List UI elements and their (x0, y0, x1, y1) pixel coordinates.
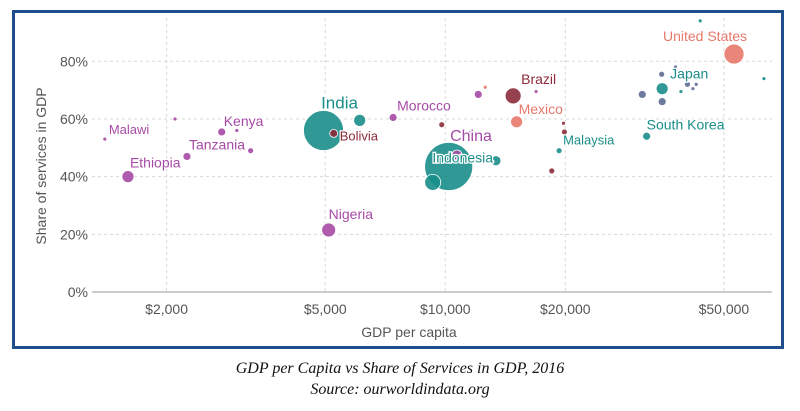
data-point (321, 222, 337, 238)
data-point (533, 89, 539, 94)
data-point (510, 115, 524, 129)
data-point (673, 64, 678, 70)
y-axis-label: Share of services in GDP (33, 87, 49, 244)
point-labels: Malawi Ethiopia Tanzania Kenya India Bolivia N… (108, 27, 749, 223)
data-point (693, 81, 699, 87)
data-point (690, 86, 696, 92)
data-point (424, 173, 442, 191)
point-label: Kenya (224, 113, 264, 129)
point-label: Bolivia (340, 128, 379, 143)
point-label: Brazil (521, 71, 556, 87)
point-label: United States (663, 28, 747, 44)
data-point (247, 147, 255, 155)
point-label: Morocco (397, 98, 451, 114)
point-label: China (450, 128, 492, 145)
point-label: Nigeria (329, 206, 374, 222)
data-point (353, 113, 367, 127)
point-label: Malawi (109, 122, 150, 137)
data-point (388, 113, 398, 122)
x-tick-label: $20,000 (540, 301, 591, 317)
data-point (504, 87, 522, 105)
data-point (642, 131, 652, 141)
y-tick-label: 20% (60, 226, 88, 242)
data-point (655, 82, 669, 96)
data-points (102, 18, 767, 238)
point-label: Japan (670, 66, 708, 82)
data-point (548, 167, 556, 175)
chart-caption-title: GDP per Capita vs Share of Services in G… (235, 360, 565, 377)
data-point (438, 121, 446, 129)
y-tick-label: 0% (68, 284, 88, 300)
data-point (473, 90, 483, 99)
scatter-chart: 0% 20% 40% 60% 80% $2,000 $5,000 $10,000 $20,000… (33, 18, 772, 340)
data-point (182, 152, 192, 161)
data-point (555, 147, 563, 155)
y-tick-label: 80% (60, 53, 88, 69)
y-tick-label: 40% (60, 169, 88, 185)
data-point (121, 170, 135, 184)
point-label: Malaysia (563, 133, 615, 148)
data-point (678, 89, 684, 94)
grid-lines (92, 18, 772, 293)
point-label: South Korea (647, 116, 725, 132)
x-axis-label: GDP per capita (361, 324, 457, 340)
chart-caption-source: Source: ourworldindata.org (310, 381, 490, 398)
point-label: Ethiopia (130, 155, 181, 171)
x-tick-label: $50,000 (699, 301, 750, 317)
point-label: Mexico (519, 101, 564, 117)
data-point (468, 129, 474, 135)
data-point (102, 136, 108, 142)
data-point (657, 97, 667, 107)
data-point (561, 120, 566, 126)
data-point (490, 155, 502, 167)
data-point (234, 128, 240, 133)
point-label: Indonesia (432, 150, 493, 166)
data-point (451, 149, 463, 161)
point-label: Tanzania (189, 136, 245, 152)
data-point (172, 116, 178, 122)
data-point (329, 128, 339, 138)
data-point (217, 127, 227, 137)
data-point (303, 110, 344, 151)
x-tick-label: $5,000 (304, 301, 347, 317)
data-point (658, 70, 666, 78)
data-point (637, 90, 647, 99)
x-tick-label: $2,000 (145, 301, 188, 317)
data-point (697, 18, 703, 24)
data-point (723, 43, 745, 65)
data-point (561, 128, 568, 136)
y-tick-label: 60% (60, 111, 88, 127)
x-tick-label: $10,000 (420, 301, 471, 317)
point-label: India (321, 93, 358, 112)
data-point (684, 80, 691, 88)
data-point (761, 76, 767, 81)
data-point (482, 84, 488, 90)
axis-labels: 0% 20% 40% 60% 80% $2,000 $5,000 $10,000 $20,000… (60, 53, 749, 317)
